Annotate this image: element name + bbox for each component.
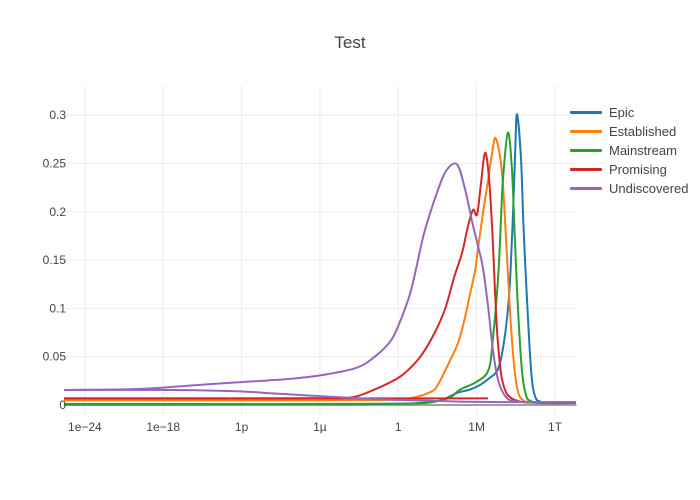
legend-label: Epic bbox=[609, 105, 635, 120]
legend-line-swatch bbox=[570, 111, 602, 114]
y-tick-label: 0.3 bbox=[49, 108, 66, 122]
y-tick-label: 0.25 bbox=[43, 156, 67, 170]
y-tick-label: 0.1 bbox=[49, 301, 66, 315]
x-tick-label: 1T bbox=[548, 420, 563, 434]
x-tick-label: 1e−18 bbox=[146, 420, 180, 434]
series-line-established bbox=[64, 136, 576, 405]
legend-label: Promising bbox=[609, 162, 667, 177]
series-line-mainstream bbox=[63, 131, 576, 406]
legend-label: Mainstream bbox=[609, 143, 677, 158]
x-tick-label: 1µ bbox=[313, 420, 327, 434]
legend-item-undiscovered[interactable]: Undiscovered bbox=[570, 179, 689, 198]
legend: Epic Established Mainstream Promising Undisc… bbox=[570, 103, 689, 198]
legend-item-established[interactable]: Established bbox=[570, 122, 689, 141]
x-tick-label: 1 bbox=[395, 420, 402, 434]
legend-item-epic[interactable]: Epic bbox=[570, 103, 689, 122]
y-tick-label: 0 bbox=[59, 398, 66, 412]
x-tick-label: 1e−24 bbox=[68, 420, 102, 434]
legend-item-promising[interactable]: Promising bbox=[570, 160, 689, 179]
y-tick-label: 0.05 bbox=[43, 350, 67, 364]
x-tick-label: 1M bbox=[468, 420, 485, 434]
legend-label: Undiscovered bbox=[609, 181, 689, 196]
legend-line-swatch bbox=[570, 149, 602, 152]
legend-item-mainstream[interactable]: Mainstream bbox=[570, 141, 689, 160]
series-line-secondary-undiscovered bbox=[63, 388, 576, 404]
series-line-undiscovered bbox=[63, 162, 576, 404]
chart-title: Test bbox=[334, 33, 366, 52]
legend-label: Established bbox=[609, 124, 677, 139]
y-tick-label: 0.2 bbox=[49, 205, 66, 219]
legend-line-swatch bbox=[570, 130, 602, 133]
y-tick-label: 0.15 bbox=[43, 253, 67, 267]
x-tick-label: 1p bbox=[235, 420, 249, 434]
legend-line-swatch bbox=[570, 187, 602, 190]
series-line-promising bbox=[64, 151, 576, 404]
legend-line-swatch bbox=[570, 168, 602, 171]
